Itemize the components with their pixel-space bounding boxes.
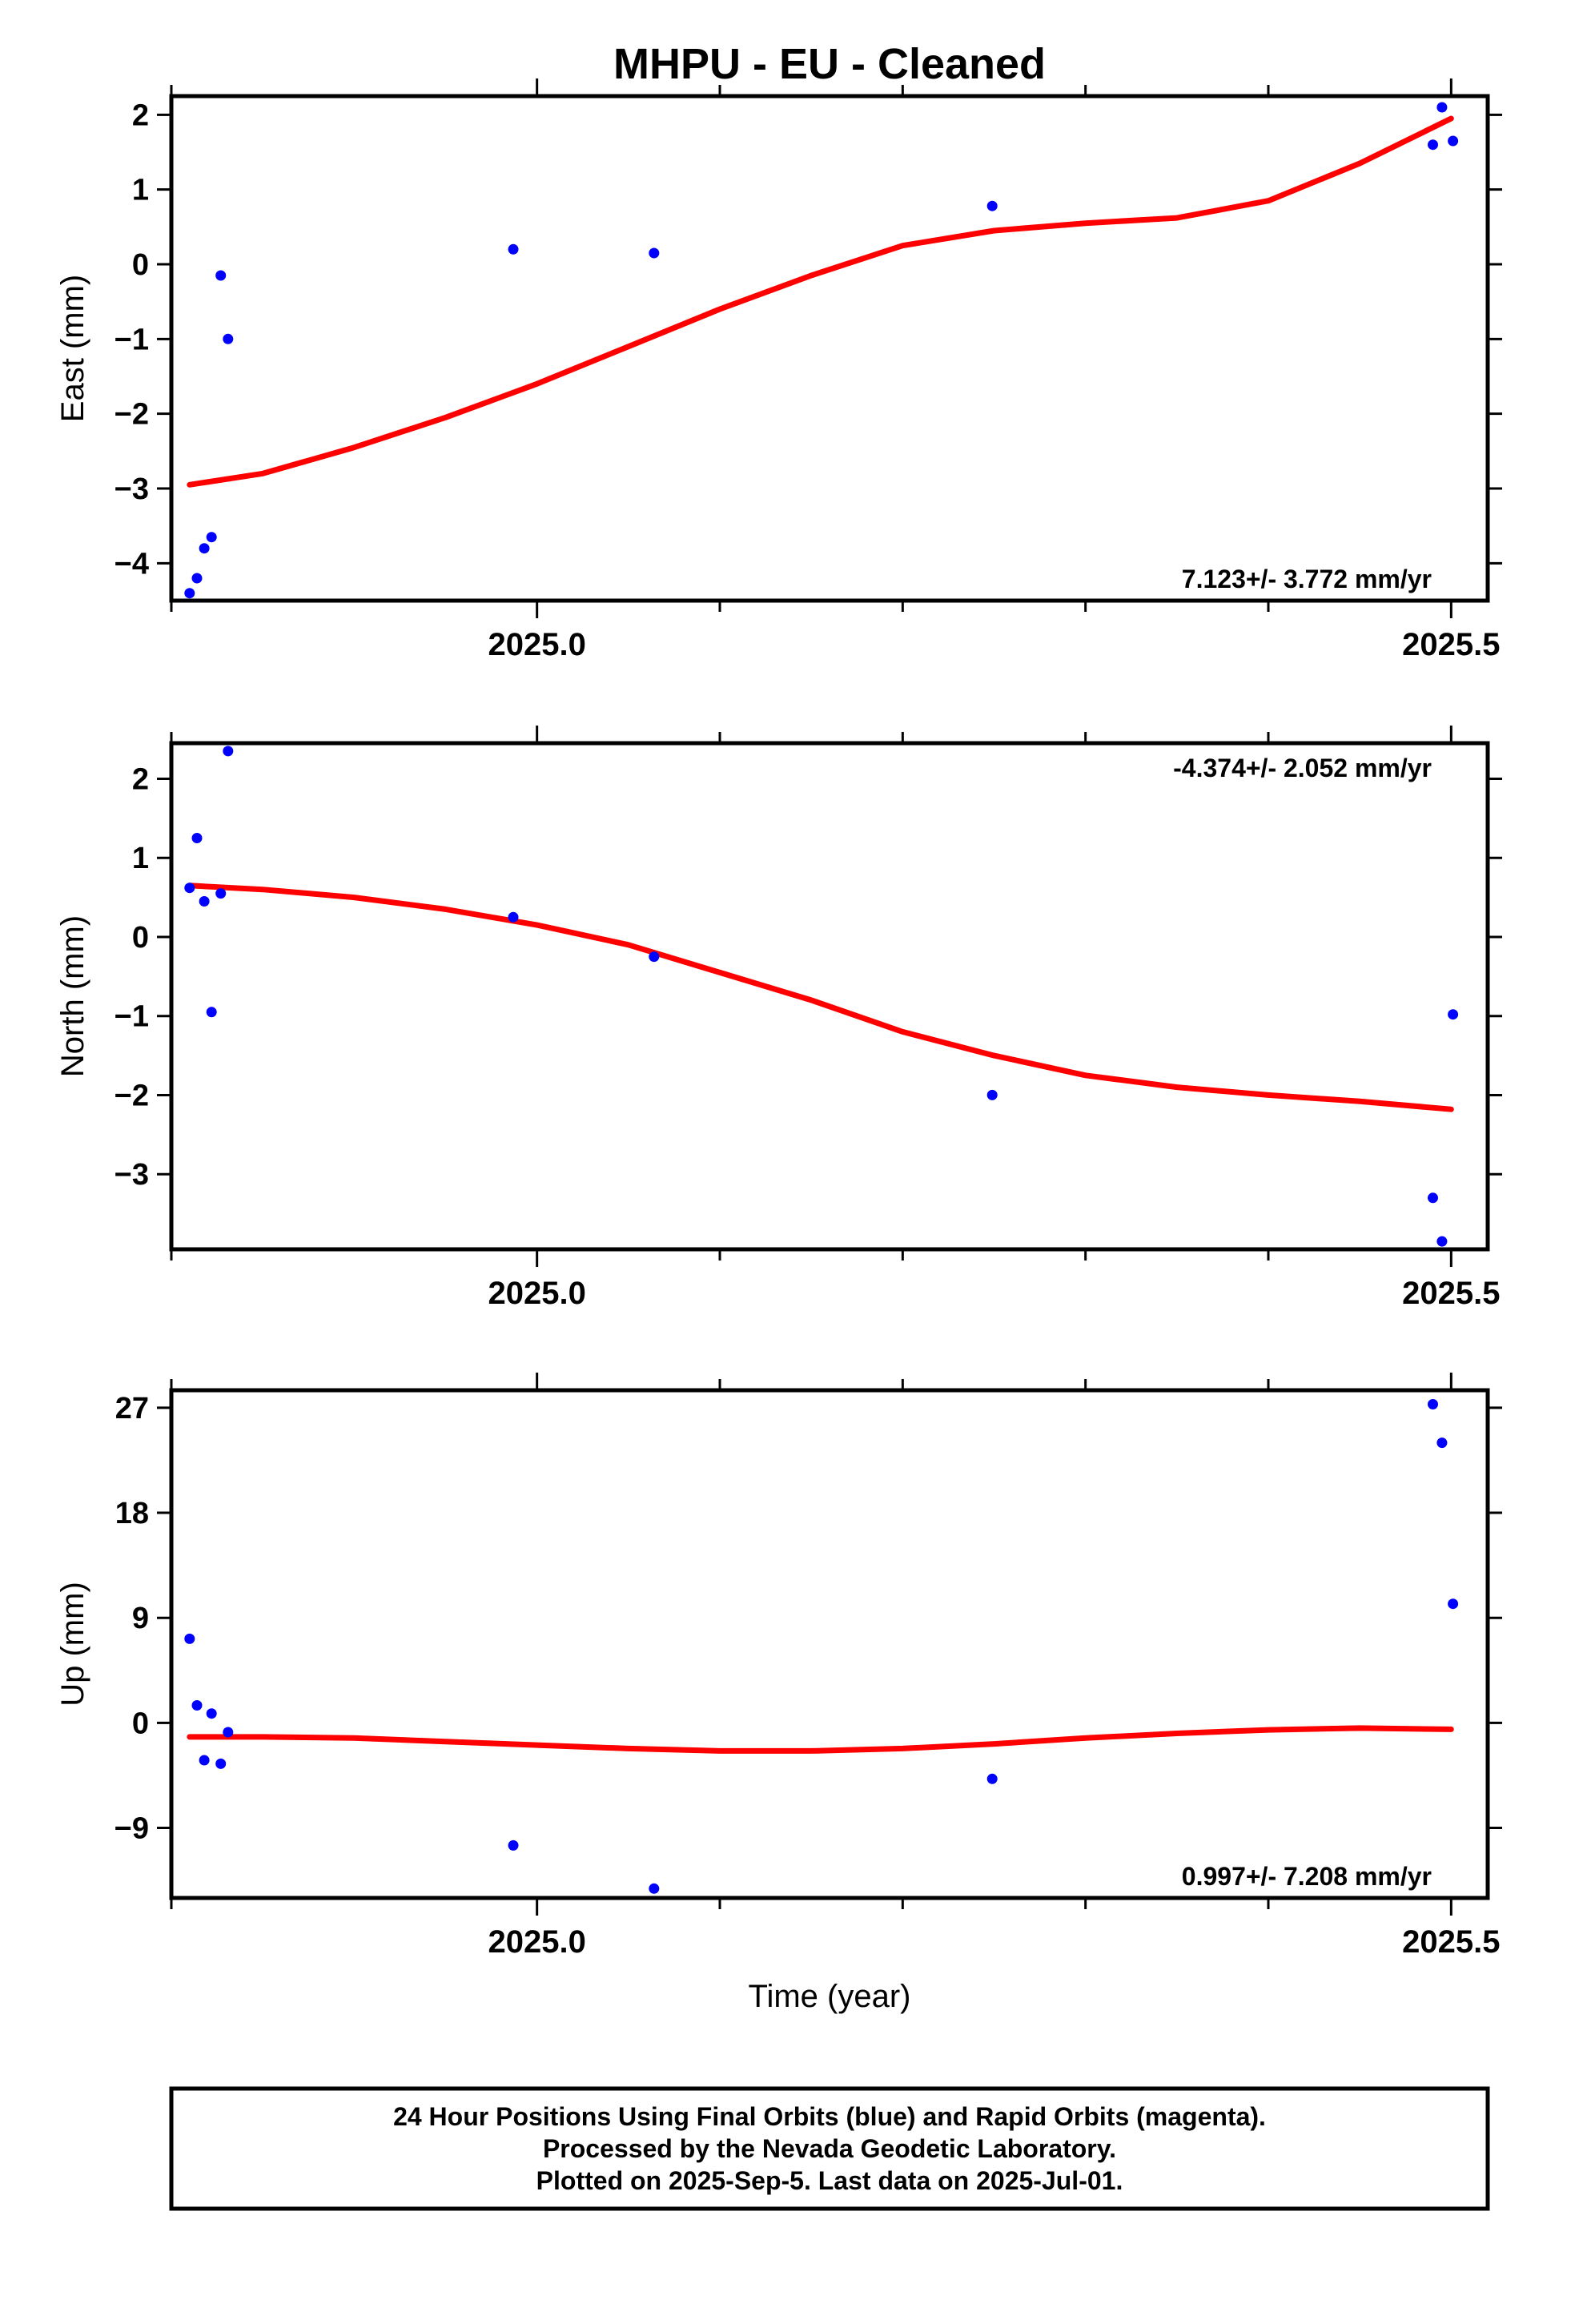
rate-label: -4.374+/- 2.052 mm/yr: [1173, 754, 1432, 782]
data-point: [1428, 139, 1438, 151]
y-tick-label: 2: [132, 762, 149, 796]
data-point: [649, 1883, 660, 1894]
figure-title: MHPU - EU - Cleaned: [613, 40, 1046, 88]
y-tick-label: −3: [115, 1158, 149, 1192]
data-point: [223, 746, 234, 757]
x-tick-label: 2025.0: [488, 1924, 585, 1960]
data-point: [1428, 1399, 1438, 1409]
y-axis-label: Up (mm): [55, 1582, 90, 1707]
rate-label: 0.997+/- 7.208 mm/yr: [1182, 1862, 1432, 1891]
y-tick-label: −2: [115, 1079, 149, 1112]
y-tick-label: −1: [115, 323, 149, 356]
data-point: [986, 200, 998, 211]
panel-north: −3 −2 −1 0 1 2 2025.0 2025.5 North (mm) -4.374+/-…: [55, 726, 1502, 1311]
panel-east: −4 −3 −2 −1 0 1 2 2025.0 2025.5 East (mm) 7.123+/-…: [55, 78, 1502, 662]
data-point: [986, 1089, 998, 1100]
x-tick-label: 2025.5: [1402, 627, 1500, 662]
data-point: [1448, 135, 1459, 147]
data-point: [199, 896, 210, 907]
y-tick-label: 1: [132, 174, 149, 207]
fit-curve: [187, 115, 1454, 488]
data-point: [223, 1727, 234, 1738]
data-point: [986, 1773, 998, 1784]
data-point: [184, 1633, 195, 1644]
y-tick-label: 9: [132, 1602, 149, 1635]
panel-up: −9 0 9 18 27 2025.0 2025.5 Up (mm) Time (year) 0.…: [55, 1373, 1502, 2014]
footer-line-2: Processed by the Nevada Geodetic Laborat…: [543, 2134, 1116, 2163]
y-tick-label: 18: [115, 1497, 149, 1530]
y-tick-label: −3: [115, 472, 149, 506]
x-tick-label: 2025.0: [488, 627, 585, 662]
plot-frame: [169, 1388, 1490, 1900]
rate-label: 7.123+/- 3.772 mm/yr: [1182, 565, 1432, 593]
data-point: [199, 543, 210, 554]
footer-frame: [169, 2086, 1490, 2211]
y-tick-label: −4: [115, 547, 149, 581]
data-point: [206, 1708, 217, 1719]
y-tick-label: 0: [132, 248, 149, 282]
data-point: [184, 588, 195, 599]
y-tick-label: 0: [132, 921, 149, 955]
x-tick-label: 2025.0: [488, 1276, 585, 1311]
footer-line-1: 24 Hour Positions Using Final Orbits (bl…: [393, 2102, 1266, 2131]
y-tick-label: −9: [115, 1812, 149, 1846]
data-point: [1436, 1437, 1448, 1449]
data-point: [191, 1700, 203, 1711]
data-point: [206, 1007, 217, 1018]
data-point: [508, 1839, 519, 1851]
plot-frame: [169, 741, 1490, 1252]
plot-frame: [169, 94, 1490, 603]
footer-box: 24 Hour Positions Using Final Orbits (bl…: [169, 2086, 1490, 2211]
y-axis-label: East (mm): [55, 275, 90, 422]
y-tick-label: 27: [115, 1392, 149, 1425]
data-point: [508, 243, 519, 255]
x-tick-label: 2025.5: [1402, 1924, 1500, 1960]
data-point: [215, 888, 227, 899]
data-point: [215, 270, 227, 281]
data-point: [1428, 1192, 1438, 1204]
data-point: [191, 833, 203, 843]
y-tick-label: 0: [132, 1707, 149, 1740]
data-point: [215, 1758, 227, 1769]
data-point: [1436, 1236, 1448, 1247]
data-point: [199, 1755, 210, 1766]
data-point: [649, 951, 660, 963]
data-point: [1448, 1009, 1459, 1020]
data-point: [1448, 1598, 1459, 1610]
data-point: [191, 573, 203, 584]
data-point: [223, 333, 234, 344]
data-point: [206, 532, 217, 543]
x-tick-label: 2025.5: [1402, 1276, 1500, 1311]
y-tick-label: 1: [132, 842, 149, 875]
data-point: [1436, 102, 1448, 113]
y-tick-label: −1: [115, 1000, 149, 1034]
fit-curve: [187, 1725, 1454, 1754]
data-point: [508, 911, 519, 923]
data-point: [184, 883, 195, 894]
x-axis-label: Time (year): [749, 1979, 911, 2014]
panels: −4 −3 −2 −1 0 1 2 2025.0 2025.5 East (mm) 7.123+/-…: [55, 78, 1502, 2014]
y-axis-label: North (mm): [55, 915, 90, 1077]
footer-line-3: Plotted on 2025-Sep-5. Last data on 2025…: [536, 2166, 1123, 2195]
y-tick-label: 2: [132, 99, 149, 132]
fit-curve: [187, 883, 1454, 1112]
y-tick-label: −2: [115, 398, 149, 432]
data-point: [649, 247, 660, 259]
